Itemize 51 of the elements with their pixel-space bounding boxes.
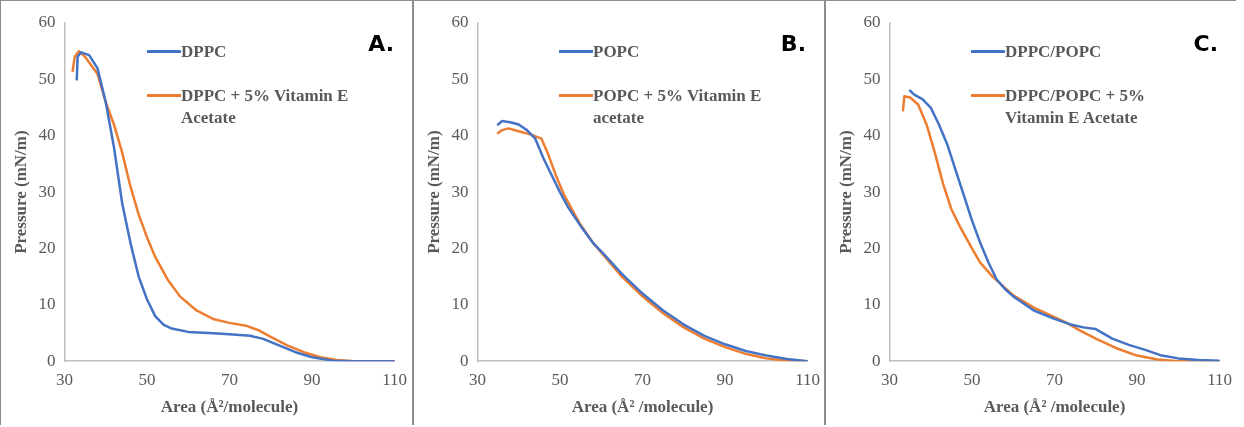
y-tick-label: 10	[863, 294, 881, 314]
y-tick-label: 60	[863, 12, 881, 32]
y-tick-label: 30	[38, 181, 56, 201]
legend-label: POPC	[593, 41, 640, 63]
y-tick-label: 0	[46, 350, 56, 370]
x-axis-title: Area (Å²/molecule)	[160, 397, 299, 417]
y-tick-label: 40	[451, 125, 469, 145]
legend-label: DPPC/POPC + 5% Vitamin E Acetate	[1005, 85, 1146, 129]
x-tick-label: 70	[220, 369, 238, 389]
legend-label: DPPC/POPC	[1005, 41, 1102, 63]
y-tick-label: 10	[38, 294, 56, 314]
x-tick-label: 50	[963, 369, 981, 389]
y-tick-label: 40	[863, 125, 881, 145]
x-tick-label: 90	[716, 369, 734, 389]
x-axis-title: Area (Å² /molecule)	[571, 397, 714, 417]
legend-label: POPC + 5% Vitamin E acetate	[593, 85, 763, 129]
y-tick-label: 20	[38, 237, 56, 257]
y-axis-title: Pressure (mN/m)	[835, 130, 855, 254]
y-tick-label: 50	[38, 68, 56, 88]
annotation: B.	[780, 31, 806, 56]
annotation: C.	[1193, 31, 1218, 56]
annotation: A.	[368, 31, 394, 56]
legend-label: DPPC	[181, 41, 227, 63]
y-axis-title: Pressure (mN/m)	[423, 130, 443, 254]
x-tick-label: 110	[382, 369, 407, 389]
x-tick-label: 90	[303, 369, 321, 389]
y-tick-label: 40	[38, 125, 56, 145]
y-tick-label: 30	[863, 181, 881, 201]
y-tick-label: 10	[451, 294, 469, 314]
x-tick-label: 110	[1207, 369, 1232, 389]
y-tick-label: 60	[38, 12, 56, 32]
y-tick-label: 20	[451, 237, 469, 257]
legend-label: DPPC + 5% Vitamin E Acetate	[181, 85, 350, 129]
x-axis-title: Area (Å² /molecule)	[983, 397, 1126, 417]
x-tick-label: 90	[1128, 369, 1146, 389]
x-tick-label: 30	[55, 369, 73, 389]
y-tick-label: 30	[451, 181, 469, 201]
y-tick-label: 50	[451, 68, 469, 88]
y-axis-title: Pressure (mN/m)	[10, 130, 30, 254]
y-tick-label: 0	[871, 350, 881, 370]
x-tick-label: 50	[138, 369, 156, 389]
y-tick-label: 50	[863, 68, 881, 88]
y-tick-label: 60	[451, 12, 469, 32]
x-tick-label: 70	[1045, 369, 1063, 389]
y-tick-label: 20	[863, 237, 881, 257]
x-tick-label: 50	[551, 369, 569, 389]
x-tick-label: 110	[795, 369, 820, 389]
x-tick-label: 70	[633, 369, 651, 389]
y-tick-label: 0	[459, 350, 469, 370]
x-tick-label: 30	[880, 369, 898, 389]
x-tick-label: 30	[468, 369, 486, 389]
